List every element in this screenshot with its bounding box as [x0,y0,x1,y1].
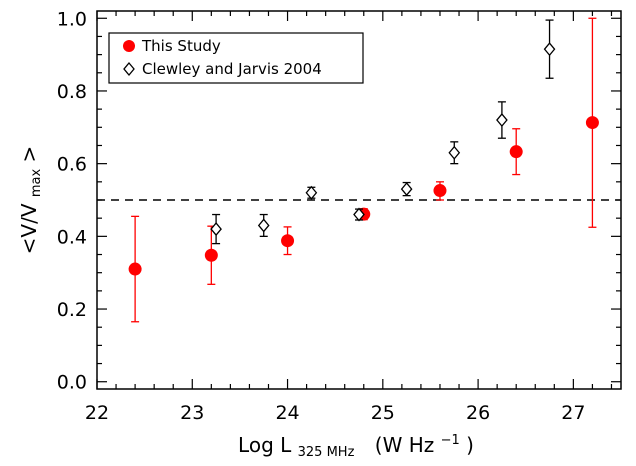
data-point [509,145,523,159]
series-clewley-jarvis [210,19,556,245]
x-axis-title-unit-start: (W Hz [375,433,434,457]
legend-label-this-study: This Study [141,37,221,55]
data-point [204,248,218,262]
data-point [305,185,318,200]
series-this-study [128,17,599,323]
x-tick-label: 24 [275,402,299,424]
y-tick-label: 0.8 [57,81,87,103]
y-tick-label: 0.2 [57,299,87,321]
data-point [210,222,222,237]
x-tick-label: 23 [180,402,204,424]
legend-marker-clewley [123,61,135,77]
y-axis-title-open: <V/V [17,203,41,254]
x-tick-label: 25 [371,402,395,424]
y-tick-label: 0.4 [57,226,87,248]
legend-label-clewley: Clewley and Jarvis 2004 [142,60,322,78]
x-tick-labels: 22 23 24 25 26 27 [85,402,586,424]
legend-box [108,32,364,84]
x-axis-title-sub: 325 MHz [298,445,355,460]
x-tick-label: 22 [85,402,109,424]
y-tick-label: 1.0 [57,8,87,30]
data-point [400,182,413,197]
legend: This Study Clewley and Jarvis 2004 [108,32,364,84]
data-point [257,218,270,233]
data-point [128,262,142,276]
data-point [496,113,508,128]
legend-marker-this-study [123,40,135,52]
x-axis-title: Log L 325 MHz (W Hz −1 ) [238,425,474,461]
data-point [281,234,295,248]
y-tick-labels: 0.0 0.2 0.4 0.6 0.8 1.0 [57,8,87,393]
x-tick-label: 27 [561,402,585,424]
y-axis-title-sub: max [29,168,44,197]
x-axis-title-unit-end: ) [466,433,474,457]
y-tick-label: 0.0 [57,372,87,394]
x-axis-title-unit-exp: −1 [441,433,460,448]
y-tick-label: 0.6 [57,154,87,176]
data-point [543,42,556,57]
x-axis-title-main: Log L [238,433,292,457]
data-point [353,207,365,222]
series-layer [128,17,599,323]
data-point [585,116,599,130]
axis-ticks [96,11,621,389]
x-tick-label: 26 [466,402,490,424]
y-axis-title: <V/V max > [17,146,45,255]
data-point [433,184,447,198]
y-axis-title-close: > [17,146,41,163]
data-point [448,145,461,160]
